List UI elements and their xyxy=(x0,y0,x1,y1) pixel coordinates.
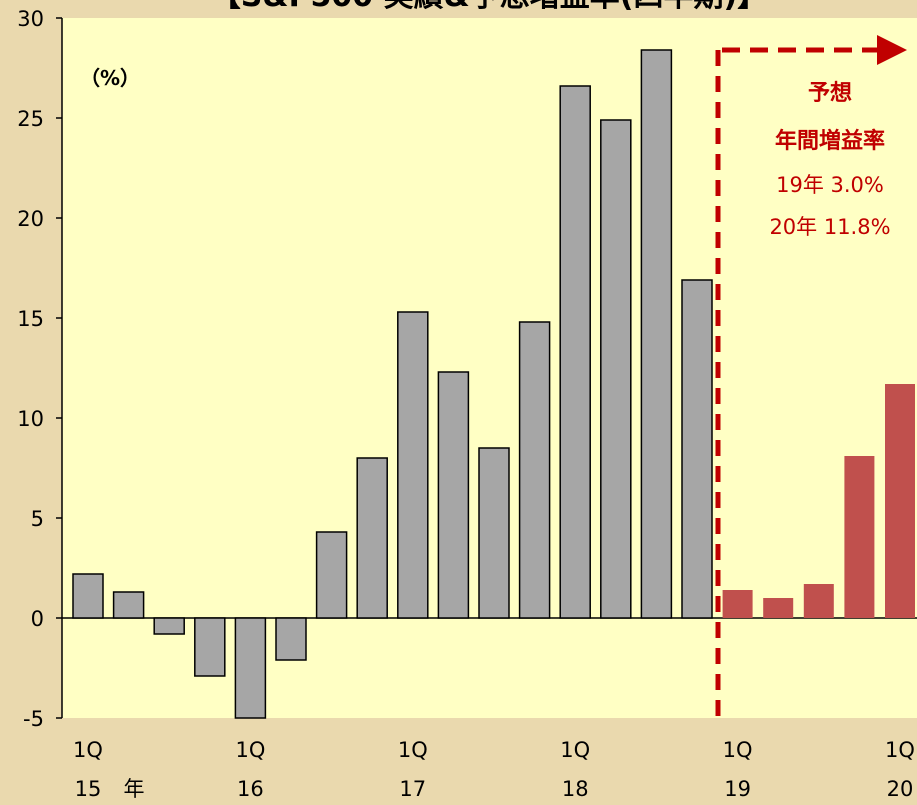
bars xyxy=(72,49,915,719)
y-tick-label: 25 xyxy=(17,107,44,131)
bar-actual xyxy=(72,573,104,619)
y-tick-label: -5 xyxy=(23,707,44,731)
bar-actual xyxy=(437,371,470,619)
x-tick-quarter: 1Q xyxy=(560,738,590,762)
bar-actual xyxy=(315,531,348,619)
bar-forecast xyxy=(763,598,794,618)
bar-forecast xyxy=(803,584,834,618)
bar-actual xyxy=(397,311,429,619)
y-tick-label: 15 xyxy=(17,307,44,331)
bar-actual xyxy=(153,617,185,635)
x-year-suffix: 年 xyxy=(124,777,145,801)
bar-actual xyxy=(559,85,591,619)
x-tick-year: 16 xyxy=(237,777,264,801)
x-ticks: 1Q 15 1Q 16 1Q 17 1Q 18 1Q 19 1Q 20 年 xyxy=(73,738,915,801)
bar-forecast xyxy=(885,384,915,618)
bar-forecast xyxy=(722,590,753,618)
bar-forecast xyxy=(844,456,875,618)
x-tick-quarter: 1Q xyxy=(885,738,915,762)
y-tick-label: 0 xyxy=(31,607,44,631)
x-tick-year: 18 xyxy=(562,777,589,801)
growth-2019: 19年 3.0% xyxy=(776,173,884,197)
bar-actual xyxy=(681,279,713,619)
x-tick-quarter: 1Q xyxy=(723,738,753,762)
x-tick-quarter: 1Q xyxy=(398,738,428,762)
bar-actual xyxy=(640,49,673,619)
x-tick-year: 17 xyxy=(399,777,426,801)
x-tick-year: 15 xyxy=(75,777,102,801)
y-tick-label: 20 xyxy=(17,207,44,231)
bar-actual xyxy=(275,617,307,661)
bar-actual xyxy=(112,591,145,619)
x-tick-year: 20 xyxy=(887,777,914,801)
annual-growth-label: 年間増益率 xyxy=(775,128,885,154)
x-tick-year: 19 xyxy=(724,777,751,801)
bar-actual xyxy=(518,321,551,619)
growth-2020: 20年 11.8% xyxy=(769,215,890,239)
bar-actual xyxy=(356,457,388,619)
y-tick-label: 5 xyxy=(31,507,44,531)
bar-actual xyxy=(234,617,267,719)
y-tick-label: 30 xyxy=(17,7,44,31)
y-ticks: -5 0 5 10 15 20 25 30 xyxy=(17,7,62,731)
x-tick-quarter: 1Q xyxy=(73,738,103,762)
y-tick-label: 10 xyxy=(17,407,44,431)
bar-actual xyxy=(600,119,632,619)
x-tick-quarter: 1Q xyxy=(235,738,265,762)
bar-actual xyxy=(194,617,226,677)
chart-title: 【S&P500 実績&予想増益率(四半期)】 xyxy=(211,0,767,14)
unit-label: （%） xyxy=(80,66,140,90)
forecast-label: 予想 xyxy=(808,81,852,106)
bar-actual xyxy=(478,447,510,619)
